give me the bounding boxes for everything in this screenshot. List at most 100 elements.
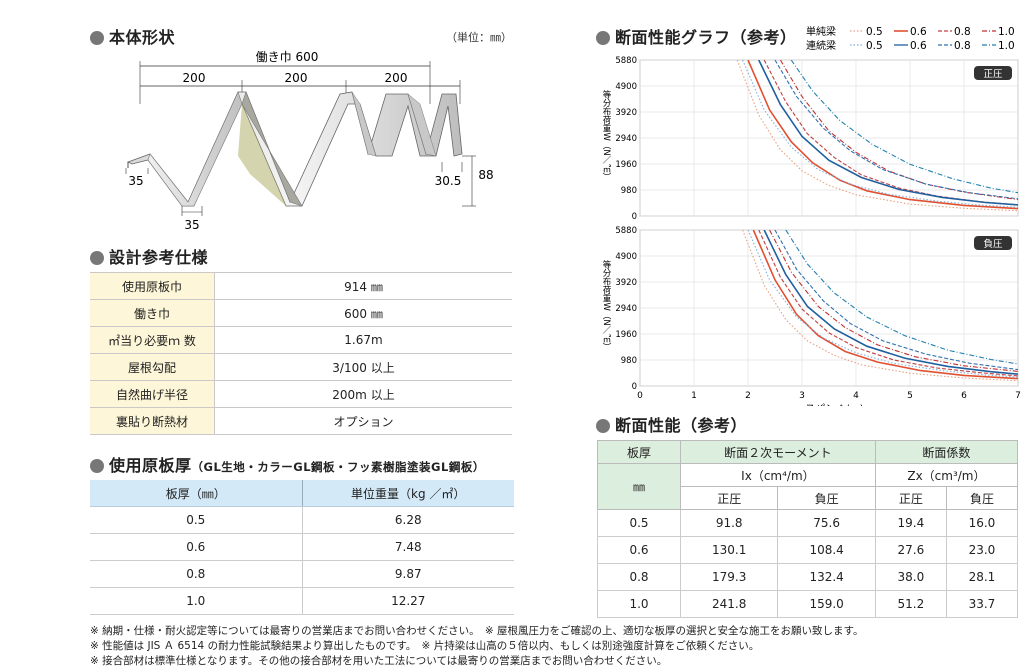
weight-value: 12.27 [302,587,514,615]
profile-title: 本体形状 [90,24,175,48]
bullet-icon [90,251,104,265]
perf-header-thick-unit: ㎜ [597,463,681,510]
perf-header-pos-2: 正圧 [874,486,947,510]
y-tick-label: 4900 [615,252,637,262]
perf-zx-pos: 19.4 [874,509,947,537]
thickness-row: 0.6 7.48 [90,533,514,561]
perf-header-neg-2: 負圧 [945,486,1019,510]
thickness-header-weight: 単位重量（kg ／㎡） [302,480,514,507]
performance-title: 断面性能（参考） [596,412,747,436]
legend-item-label: 0.8 [954,40,971,52]
y-tick-label: 3920 [615,278,637,288]
performance-row: 0.8 179.3 132.4 38.0 28.1 [597,563,1019,591]
legend-row-label: 連続梁 [806,39,836,52]
panel-badge [974,236,1012,250]
weight-value: 6.28 [302,506,514,534]
perf-thick: 1.0 [597,590,681,618]
dim-pitch-2: 200 [285,71,308,85]
y-tick-label: 2940 [615,304,637,314]
footnotes: ※ 納期・仕様・耐火認定等については最寄りの営業店までお問い合わせください。 ※… [90,624,863,669]
dim-pitch-1: 200 [183,71,206,85]
legend-item-label: 0.5 [866,40,883,52]
spec-label: 働き巾 [90,299,215,327]
y-tick-label: 1960 [615,330,637,340]
spec-row: 屋根勾配 3/100 以上 [90,353,512,381]
spec-value: 3/100 以上 [214,353,512,381]
note-1: ※ 納期・仕様・耐火認定等については最寄りの営業店までお問い合わせください。 ※… [90,625,864,637]
spec-row: ㎡当り必要ｍ 数 1.67m [90,326,512,354]
spec-label: 裏貼り断熱材 [90,407,215,435]
thickness-value: 0.5 [90,506,303,534]
series-line-simple-1.0 [769,230,1018,372]
dim-working-width: 働き巾 600 [256,50,319,64]
series-line-continuous-1.0 [790,60,1018,194]
spec-row: 裏貼り断熱材 オプション [90,407,512,435]
series-line-simple-0.8 [758,230,1018,377]
thickness-title: 使用原板厚（GL生地・カラーGL鋼板・フッ素樹脂塗装GL鋼板） [90,452,485,476]
dim-left-flange: 35 [128,174,143,188]
profile-unit: （単位：㎜） [446,31,512,44]
y-tick-label: 3920 [615,108,637,118]
thickness-header-thick: 板厚（㎜） [90,480,303,507]
panel-badge-label: 正圧 [983,69,1003,80]
y-axis-label: 等分布荷重W（N／㎡） [601,89,611,181]
spec-value: 914 ㎜ [214,272,512,300]
perf-ix-neg: 132.4 [777,563,876,591]
series-line-continuous-0.5 [742,60,1018,208]
perf-zx-neg: 28.1 [945,563,1019,591]
x-tick-label: 0 [637,391,643,401]
y-tick-label: 0 [632,212,637,222]
dim-pitch-3: 200 [385,71,408,85]
dim-right-flange: 30.5 [435,174,462,188]
y-tick-label: 1960 [615,160,637,170]
series-line-simple-0.6 [747,60,1018,210]
series-line-continuous-0.8 [774,230,1018,371]
series-line-continuous-0.6 [758,60,1018,206]
perf-zx-neg: 23.0 [945,536,1019,564]
series-line-continuous-1.0 [785,230,1018,365]
legend-item-label: 1.0 [998,26,1015,38]
perf-header-pos-1: 正圧 [679,486,779,510]
legend-item-label: 0.8 [954,26,971,38]
x-tick-label: 2 [745,391,751,401]
panel-badge-label: 負圧 [983,238,1003,250]
perf-header-moment-unit: Ix（cm⁴/m） [680,463,876,487]
spec-row: 働き巾 600 ㎜ [90,299,512,327]
perf-header-modulus-unit: Zx（cm³/m） [874,463,1019,487]
performance-row: 1.0 241.8 159.0 51.2 33.7 [597,590,1019,618]
perf-ix-pos: 241.8 [679,590,779,618]
graph-area: 5880 4900 3920 2940 1960 980 0 等分布荷重W（N／㎡） 正圧 588… [601,56,1021,406]
perf-header-neg-1: 負圧 [777,486,876,510]
perf-ix-pos: 179.3 [679,563,779,591]
legend-row-label: 単純梁 [806,25,836,38]
x-tick-label: 5 [907,391,913,401]
profile-drawing: 働き巾 600 200 200 200 35 35 30.5 88 [125,50,494,232]
series-line-continuous-0.5 [747,230,1018,378]
spec-value: 200m 以上 [214,380,512,408]
weight-value: 9.87 [302,560,514,588]
legend-item-label: 0.5 [866,26,883,38]
x-tick-label: 7 [1015,391,1021,401]
spec-value: 600 ㎜ [214,299,512,327]
x-tick-label: 4 [853,391,859,401]
thickness-row: 0.5 6.28 [90,506,514,534]
perf-zx-pos: 38.0 [874,563,947,591]
spec-label: 使用原板巾 [90,272,215,300]
y-tick-label: 5880 [615,56,637,66]
perf-thick: 0.8 [597,563,681,591]
performance-row: 0.5 91.8 75.6 19.4 16.0 [597,509,1019,537]
x-axis-label: スパン ℓ (m) [805,403,864,406]
series-line-simple-0.5 [736,60,1018,212]
thickness-table: 板厚（㎜） 単位重量（kg ／㎡） 0.5 6.28 0.6 7.48 0.8 9.87 1… [90,480,514,615]
weight-value: 7.48 [302,533,514,561]
perf-zx-pos: 27.6 [874,536,947,564]
legend-item-label: 1.0 [998,40,1015,52]
legend-item-label: 0.6 [910,26,927,38]
spec-label: ㎡当り必要ｍ 数 [90,326,215,354]
perf-header-thick: 板厚 [597,440,681,464]
bullet-icon [90,459,104,473]
spec-row: 自然曲げ半径 200m 以上 [90,380,512,408]
perf-ix-neg: 75.6 [777,509,876,537]
perf-ix-neg: 159.0 [777,590,876,618]
perf-zx-neg: 16.0 [945,509,1019,537]
